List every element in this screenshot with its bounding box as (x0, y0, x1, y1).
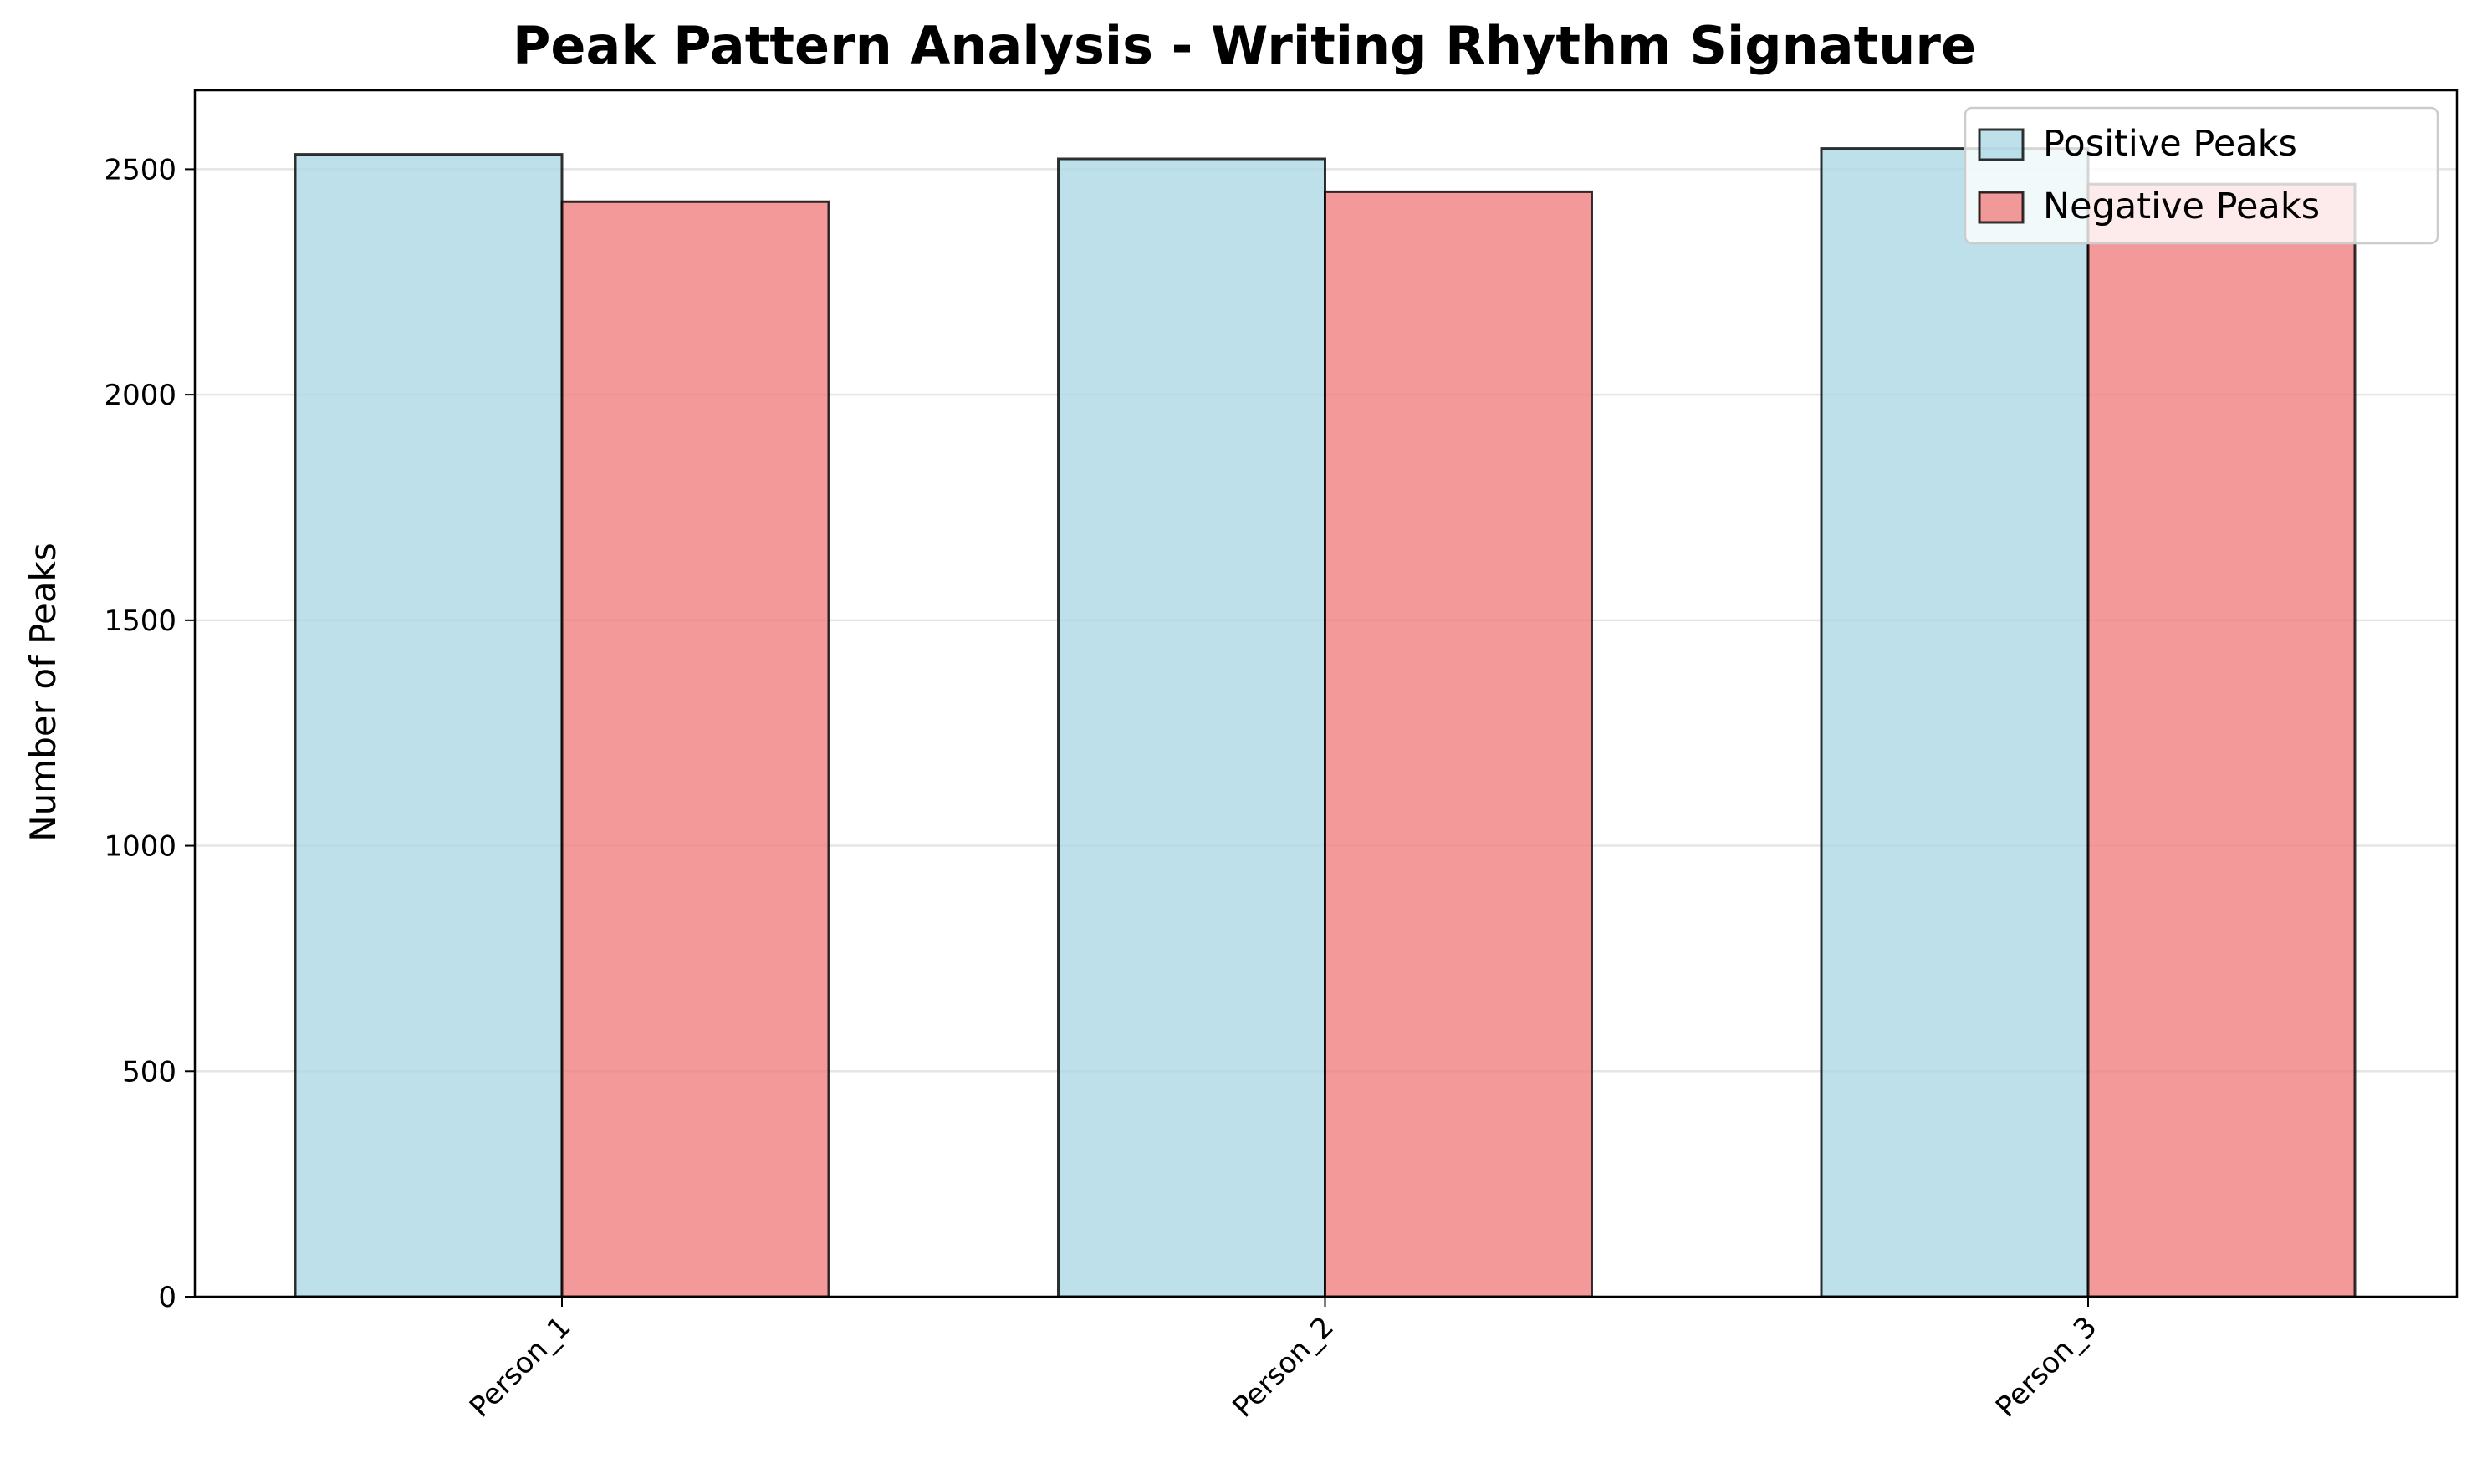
bar-positive-peaks-person_3 (1820, 147, 2090, 1298)
chart-title: Peak Pattern Analysis - Writing Rhythm S… (513, 15, 1976, 76)
bar-negative-peaks-person_1 (560, 200, 830, 1298)
y-tick-label: 0 (158, 1281, 176, 1314)
legend: Positive Peaks Negative Peaks (1964, 106, 2439, 245)
legend-swatch (1978, 191, 2025, 224)
plot-frame (193, 89, 2459, 1298)
axes (185, 89, 2459, 1307)
legend-label: Negative Peaks (2043, 186, 2320, 227)
bar-negative-peaks-person_2 (1324, 190, 1593, 1298)
legend-swatch (1978, 128, 2025, 161)
legend-box (1964, 106, 2439, 245)
bar-negative-peaks-person_3 (2086, 182, 2357, 1298)
bars (294, 147, 2357, 1298)
legend-label: Positive Peaks (2043, 123, 2297, 165)
y-axis-label: Number of Peaks (23, 543, 64, 842)
y-tick-label: 1000 (104, 830, 176, 864)
y-tick-label: 2000 (104, 379, 176, 412)
bar-positive-peaks-person_1 (294, 153, 564, 1298)
y-tick-label: 500 (122, 1055, 176, 1089)
bar-positive-peaks-person_2 (1057, 157, 1326, 1298)
y-tick-label: 2500 (104, 153, 176, 186)
y-tick-label: 1500 (104, 604, 176, 638)
